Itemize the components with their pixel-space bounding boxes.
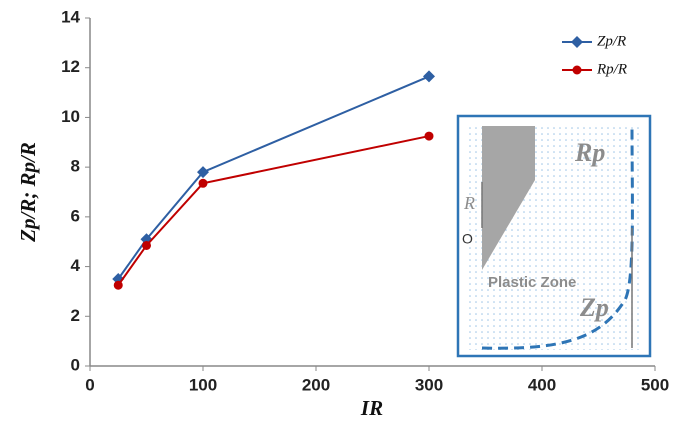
point	[198, 178, 208, 188]
origin-label: O	[462, 231, 473, 247]
y-tick-label: 2	[71, 306, 80, 325]
x-tick-label: 400	[528, 375, 556, 394]
series-line	[117, 75, 430, 280]
rp-label: Rp	[574, 138, 605, 167]
x-tick-label: 100	[189, 375, 217, 394]
zone-label: Plastic Zone	[488, 274, 576, 291]
legend-label: Rp/R	[596, 61, 627, 77]
inset-diagram: Rp R O Plastic Zone Zp	[456, 114, 652, 358]
zp-label: Zp	[579, 293, 609, 322]
r-label: R	[463, 193, 475, 213]
x-tick-label: 500	[641, 375, 669, 394]
x-tick-label: 0	[85, 375, 94, 394]
y-axis-label: Zp/R; Rp/R	[16, 142, 40, 243]
y-tick-label: 4	[71, 256, 81, 275]
x-tick-label: 300	[415, 375, 443, 394]
y-tick-label: 0	[71, 355, 80, 374]
point	[197, 166, 209, 179]
point	[113, 280, 123, 290]
y-tick-label: 12	[61, 57, 80, 76]
indenter	[482, 126, 535, 270]
point	[424, 131, 434, 141]
y-tick-label: 10	[61, 107, 80, 126]
x-axis-label: IR	[360, 396, 383, 420]
point	[142, 240, 151, 250]
point	[423, 70, 435, 83]
y-tick-label: 8	[71, 157, 80, 176]
x-tick-label: 200	[302, 375, 330, 394]
legend-label: Zp/R	[597, 33, 626, 49]
point	[572, 65, 582, 75]
point	[571, 36, 583, 48]
series-line	[117, 135, 430, 286]
y-tick-label: 14	[61, 7, 80, 26]
y-tick-label: 6	[71, 206, 80, 225]
